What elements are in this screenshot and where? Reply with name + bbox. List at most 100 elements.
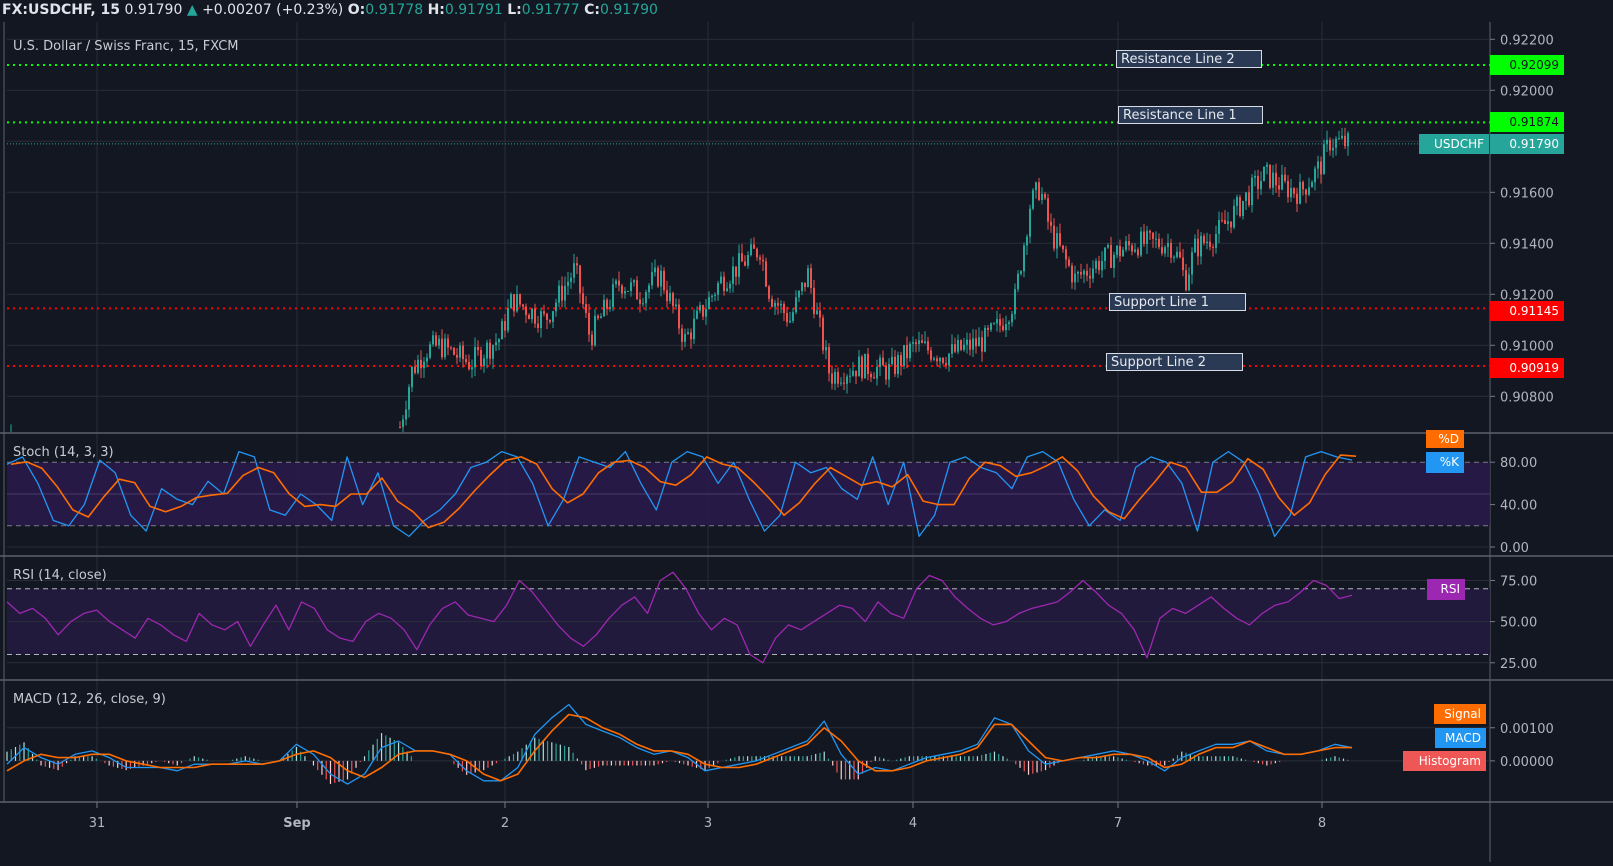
- candle-body: [1251, 177, 1253, 206]
- chart-area[interactable]: 0.90800 0.91000 0.91200 0.91400 0.91600 0.918…: [0, 22, 1613, 862]
- candle-body: [1164, 247, 1166, 254]
- candle-body: [783, 303, 785, 314]
- candle-body: [1299, 181, 1301, 204]
- candle-body: [759, 257, 761, 260]
- candle-body: [480, 350, 482, 366]
- candle-body: [528, 314, 530, 320]
- candle-body: [1017, 273, 1019, 290]
- candle-body: [408, 387, 410, 410]
- candle-body: [957, 340, 959, 352]
- stoch-d-line: [10, 454, 1357, 529]
- candle-body: [1083, 270, 1085, 275]
- annotation-support-line-1[interactable]: Support Line 1: [1109, 293, 1246, 311]
- candle-body: [945, 363, 947, 366]
- candle-body: [933, 358, 935, 360]
- candle-body: [789, 320, 791, 323]
- candle-body: [1332, 147, 1334, 151]
- candle-body: [906, 345, 908, 359]
- candle-body: [525, 306, 527, 315]
- candle-body: [1200, 235, 1202, 257]
- symbol-name[interactable]: FX:USDCHF, 15: [2, 2, 121, 18]
- candle-body: [1227, 221, 1229, 224]
- annotation-support-line-2[interactable]: Support Line 2: [1106, 353, 1243, 371]
- close-value: 0.91790: [600, 2, 658, 18]
- candle-body: [1179, 251, 1181, 258]
- candle-body: [975, 338, 977, 347]
- candle-body: [1128, 241, 1130, 246]
- candle-body: [498, 339, 500, 343]
- candle-body: [1323, 144, 1325, 175]
- candle-body: [1095, 260, 1097, 269]
- candle-body: [1218, 220, 1220, 234]
- candle-body: [1266, 164, 1268, 167]
- candle-body: [822, 317, 824, 351]
- candle-body: [837, 371, 839, 384]
- candle-body: [1212, 246, 1214, 248]
- signal-line: [6, 713, 1352, 782]
- candle-body: [1275, 172, 1277, 186]
- candle-body: [978, 337, 980, 347]
- candle-body: [729, 283, 731, 289]
- candle-body: [1023, 245, 1025, 272]
- candle-body: [1176, 251, 1178, 257]
- stoch-axis-label: 0.00: [1500, 541, 1529, 556]
- candle-body: [1221, 220, 1223, 222]
- candle-body: [936, 358, 938, 362]
- candle-body: [849, 375, 851, 377]
- macd-axis-label: 0.00000: [1500, 755, 1554, 770]
- candle-body: [711, 295, 713, 298]
- candle-body: [1035, 182, 1037, 191]
- macd-axis-label: 0.00100: [1500, 722, 1554, 737]
- candle-body: [747, 255, 749, 266]
- candle-body: [1344, 135, 1346, 147]
- candle-body: [723, 276, 725, 291]
- candle-body: [1044, 193, 1046, 199]
- candle-body: [435, 335, 437, 346]
- candle-body: [1041, 193, 1043, 200]
- candle-body: [1152, 232, 1154, 239]
- annotation-resistance-line-1[interactable]: Resistance Line 1: [1118, 106, 1263, 124]
- candle-body: [1326, 139, 1328, 145]
- annotation-resistance-line-2[interactable]: Resistance Line 2: [1116, 50, 1262, 68]
- candle-body: [825, 347, 827, 351]
- candle-body: [1107, 244, 1109, 248]
- candle-body: [564, 285, 566, 301]
- candle-body: [996, 319, 998, 324]
- candle-body: [921, 340, 923, 343]
- candle-body: [1182, 257, 1184, 271]
- candle-body: [489, 342, 491, 359]
- candle-body: [603, 299, 605, 317]
- candle-body: [1317, 161, 1319, 169]
- stoch-k-tag: %K: [1426, 452, 1464, 473]
- candle-body: [816, 310, 818, 315]
- candle-body: [561, 285, 563, 301]
- candle-body: [828, 347, 830, 374]
- candle-body: [1014, 289, 1016, 315]
- candle-body: [1194, 238, 1196, 253]
- candle-body: [741, 253, 743, 262]
- candle-body: [1338, 138, 1340, 140]
- stoch-pane-title: Stoch (14, 3, 3): [13, 445, 114, 460]
- candle-body: [1260, 181, 1262, 190]
- candle-body: [531, 308, 533, 320]
- candle-body: [516, 294, 518, 312]
- candle-body: [972, 338, 974, 350]
- candle-body: [804, 282, 806, 288]
- candle-body: [960, 340, 962, 350]
- candle-body: [405, 409, 407, 420]
- candle-body: [912, 342, 914, 344]
- candle-body: [399, 426, 401, 428]
- rsi-tag: RSI: [1427, 579, 1465, 600]
- rsi-axis-label: 75.00: [1500, 574, 1537, 589]
- candle-body: [705, 308, 707, 317]
- candle-body: [1098, 260, 1100, 271]
- candle-body: [627, 290, 629, 292]
- candle-body: [618, 280, 620, 286]
- candle-body: [801, 282, 803, 292]
- candle-body: [558, 285, 560, 303]
- candle-body: [645, 292, 647, 304]
- price-axis-label: 0.91400: [1500, 237, 1554, 252]
- chart-canvas[interactable]: 0.90800 0.91000 0.91200 0.91400 0.91600 0.918…: [0, 22, 1613, 862]
- candle-body: [519, 294, 521, 305]
- candle-body: [903, 345, 905, 366]
